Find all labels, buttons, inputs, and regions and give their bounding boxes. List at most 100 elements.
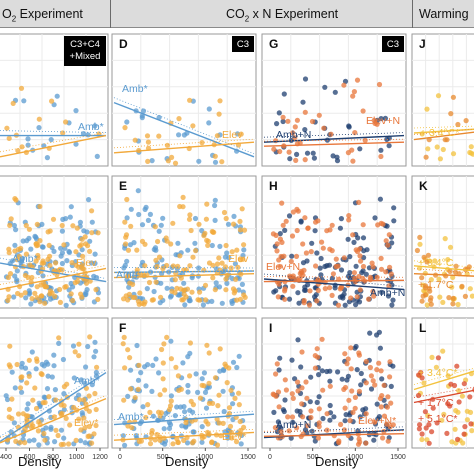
data-point-series-b (91, 431, 97, 437)
data-point-series-b (123, 234, 129, 240)
data-point-series-a (440, 146, 446, 153)
data-point-series-b (190, 254, 196, 260)
data-point-series-b (203, 297, 209, 303)
data-point-series-a (85, 343, 91, 350)
data-point-series-b (167, 403, 174, 409)
panel-K: + 3.4°C + 1.7°C K (411, 175, 474, 309)
data-point-series-b (374, 274, 380, 280)
data-point-series-a (48, 424, 54, 430)
data-point-series-b (214, 133, 220, 139)
data-point-series-a (149, 158, 155, 164)
series-label: Amb* (118, 411, 144, 423)
data-point-series-b (354, 294, 360, 300)
data-point-series-a (314, 399, 320, 405)
data-point-series-a (22, 365, 29, 371)
data-point-series-b (124, 196, 130, 203)
data-point-series-b (388, 271, 394, 277)
data-point-series-b (229, 249, 235, 255)
data-point-series-a (437, 156, 443, 162)
data-point-series-a (140, 404, 146, 410)
data-point-series-b (190, 123, 196, 129)
data-point-series-b (388, 400, 394, 406)
data-point-series-b (134, 247, 140, 253)
data-point-series-a (150, 413, 156, 419)
data-point-series-a (168, 338, 174, 344)
data-point-series-a (94, 153, 100, 159)
data-point-series-b (224, 272, 230, 278)
data-point-series-a (187, 407, 193, 413)
data-point-series-b (16, 253, 22, 260)
data-point-series-a (277, 355, 283, 361)
data-point-series-b (204, 342, 210, 348)
data-point-series-a (360, 235, 367, 241)
data-point-series-a (292, 376, 298, 382)
data-point-series-b (277, 263, 283, 270)
data-point-series-a (168, 393, 174, 399)
data-point-series-b (34, 358, 40, 364)
header-col3-title: Warming (419, 7, 469, 21)
data-point-series-b (387, 374, 393, 380)
data-point-series-a (295, 290, 301, 296)
data-point-series-b (209, 228, 215, 235)
data-point-series-a (447, 244, 454, 250)
data-point-series-b (455, 436, 461, 442)
data-point-series-b (274, 241, 280, 247)
data-point-series-b (203, 216, 209, 222)
data-point-series-b (121, 334, 127, 340)
data-point-series-b (83, 401, 89, 407)
data-point-series-b (46, 242, 52, 248)
x-tick-label: 1500 (240, 454, 256, 461)
data-point-series-a (36, 125, 42, 131)
data-point-series-b (312, 353, 318, 359)
panel-letter: L (419, 321, 426, 335)
x-tick-label: 1000 (69, 454, 85, 461)
data-point-series-a (156, 228, 162, 234)
series-label: Elev+N (366, 115, 400, 127)
data-point-series-a (347, 254, 353, 260)
data-point-series-b (239, 206, 245, 212)
panel-letter: J (419, 37, 426, 51)
data-point-series-a (73, 108, 79, 114)
data-point-series-b (199, 435, 205, 441)
data-point-series-b (447, 403, 453, 409)
data-point-series-b (286, 149, 292, 155)
data-point-series-a (312, 228, 318, 234)
data-point-series-b (316, 112, 322, 118)
data-point-series-b (275, 294, 281, 300)
panel-letter: E (119, 179, 127, 193)
confidence-band (113, 97, 255, 155)
data-point-series-a (222, 254, 228, 260)
data-point-series-b (276, 404, 282, 410)
data-point-series-a (230, 401, 236, 407)
data-point-series-b (378, 153, 384, 160)
data-point-series-b (35, 255, 41, 261)
data-point-series-a (327, 402, 333, 409)
data-point-series-b (7, 271, 14, 277)
data-point-series-a (200, 302, 206, 308)
x-axis-label-2: Density (165, 454, 209, 469)
data-point-series-a (241, 247, 247, 253)
data-point-series-b (378, 266, 385, 272)
data-point-series-b (145, 158, 151, 164)
data-point-series-a (231, 213, 237, 219)
data-point-series-b (294, 425, 300, 431)
data-point-series-b (172, 290, 178, 296)
data-point-series-b (123, 241, 129, 247)
data-point-series-b (77, 243, 83, 249)
data-point-series-b (72, 349, 78, 355)
data-point-series-b (222, 264, 229, 270)
data-point-series-a (125, 393, 131, 399)
data-point-series-b (297, 140, 303, 146)
data-point-series-a (91, 354, 97, 360)
data-point-series-b (350, 409, 356, 415)
data-point-series-b (160, 360, 166, 366)
data-point-series-a (441, 411, 447, 417)
data-point-series-b (358, 258, 364, 264)
data-point-series-b (422, 283, 429, 289)
data-point-series-b (132, 137, 138, 143)
data-point-series-b (34, 295, 40, 301)
data-point-series-a (12, 385, 18, 391)
data-point-series-a (166, 425, 173, 431)
data-point-series-b (18, 85, 25, 91)
data-point-series-b (95, 296, 101, 302)
